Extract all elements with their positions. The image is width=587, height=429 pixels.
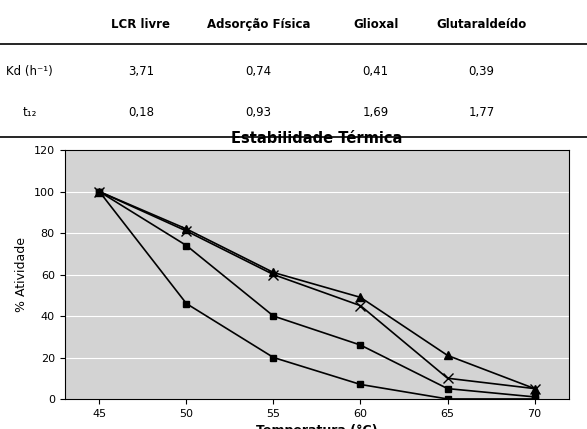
Text: 0,39: 0,39 [468, 65, 494, 78]
Title: Estabilidade Térmica: Estabilidade Térmica [231, 131, 403, 146]
Text: t₁₂: t₁₂ [22, 106, 36, 119]
Text: 3,71: 3,71 [128, 65, 154, 78]
Text: 0,93: 0,93 [245, 106, 271, 119]
Text: LCR livre: LCR livre [112, 18, 170, 31]
Text: Kd (h⁻¹): Kd (h⁻¹) [6, 65, 53, 78]
Text: 0,18: 0,18 [128, 106, 154, 119]
X-axis label: Temperatura (°C): Temperatura (°C) [257, 424, 377, 429]
Text: 0,41: 0,41 [363, 65, 389, 78]
Text: 0,74: 0,74 [245, 65, 271, 78]
Text: Adsorção Física: Adsorção Física [207, 18, 310, 31]
Text: Glioxal: Glioxal [353, 18, 399, 31]
Text: Glutaraldeído: Glutaraldeído [436, 18, 527, 31]
Text: 1,69: 1,69 [363, 106, 389, 119]
Y-axis label: % Atividade: % Atividade [15, 237, 28, 312]
Text: 1,77: 1,77 [468, 106, 494, 119]
